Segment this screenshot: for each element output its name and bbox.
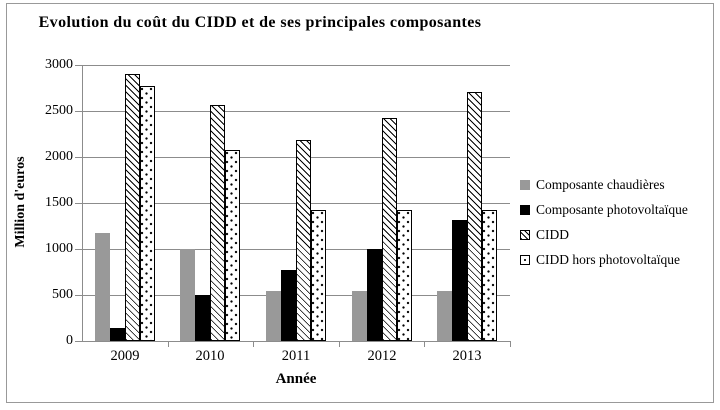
x-tick-label: 2013 [452, 348, 482, 364]
bar-hatch-2012 [382, 118, 397, 341]
bar-dots-2009 [140, 86, 155, 341]
chart-title: Evolution du coût du CIDD et de ses prin… [38, 14, 482, 31]
legend-item-1: Composante chaudières [520, 172, 688, 197]
bar-hatch-2010 [210, 105, 225, 341]
bar-solid-black-2011 [281, 270, 296, 341]
bar-solid-gray-2012 [352, 291, 367, 341]
y-tick-label: 1000 [45, 241, 73, 256]
bar-hatch-2009 [125, 74, 140, 341]
legend-label: CIDD hors photovoltaïque [536, 251, 680, 267]
legend: Composante chaudières Composante photovol… [520, 172, 688, 272]
x-axis-tick [510, 341, 511, 347]
gridline [82, 65, 510, 66]
legend-swatch-solid-gray [520, 179, 530, 190]
y-axis-tick [75, 203, 82, 204]
legend-item-4: CIDD hors photovoltaïque [520, 247, 688, 272]
x-axis-tick [339, 341, 340, 347]
y-axis-tick [75, 341, 82, 342]
legend-swatch-hatch [520, 229, 530, 240]
bar-dots-2011 [311, 210, 326, 341]
y-tick-label: 2500 [45, 103, 73, 118]
legend-swatch-solid-black [520, 204, 530, 215]
legend-label: Composante chaudières [536, 176, 665, 192]
bar-solid-black-2010 [195, 295, 210, 341]
bar-solid-black-2013 [452, 220, 467, 341]
bar-solid-gray-2013 [437, 291, 452, 341]
legend-item-2: Composante photovoltaïque [520, 197, 688, 222]
bar-solid-black-2009 [110, 328, 125, 341]
bar-solid-gray-2010 [180, 249, 195, 341]
legend-label: Composante photovoltaïque [536, 201, 688, 217]
legend-item-3: CIDD [520, 222, 688, 247]
bar-dots-2013 [482, 210, 497, 341]
y-axis-tick [75, 111, 82, 112]
bar-hatch-2013 [467, 92, 482, 341]
y-axis-label: Million d'euros [13, 156, 28, 248]
y-tick-label: 2000 [45, 149, 73, 164]
x-tick-label: 2012 [367, 348, 397, 364]
bar-hatch-2011 [296, 140, 311, 341]
y-tick-label: 500 [52, 287, 73, 302]
y-axis-tick [75, 249, 82, 250]
y-axis-tick [75, 157, 82, 158]
bar-dots-2012 [397, 210, 412, 341]
bar-solid-gray-2011 [266, 291, 281, 341]
y-tick-label: 3000 [45, 57, 73, 72]
x-tick-label: 2011 [281, 348, 311, 364]
legend-label: CIDD [536, 226, 569, 242]
legend-swatch-dots [520, 254, 530, 265]
y-tick-label: 0 [66, 333, 73, 348]
gridline [82, 111, 510, 112]
x-axis-tick [253, 341, 254, 347]
bar-solid-gray-2009 [95, 233, 110, 341]
chart-frame [6, 3, 714, 403]
y-tick-label: 1500 [45, 195, 73, 210]
x-tick-label: 2009 [110, 348, 140, 364]
bar-dots-2010 [225, 150, 240, 341]
y-axis-tick [75, 65, 82, 66]
x-axis-tick [168, 341, 169, 347]
x-axis-tick [424, 341, 425, 347]
x-tick-label: 2010 [195, 348, 225, 364]
plot-area [82, 65, 511, 342]
bar-solid-black-2012 [367, 249, 382, 341]
y-axis-tick [75, 295, 82, 296]
x-axis-label: Année [275, 371, 317, 387]
x-axis-line [82, 341, 511, 342]
